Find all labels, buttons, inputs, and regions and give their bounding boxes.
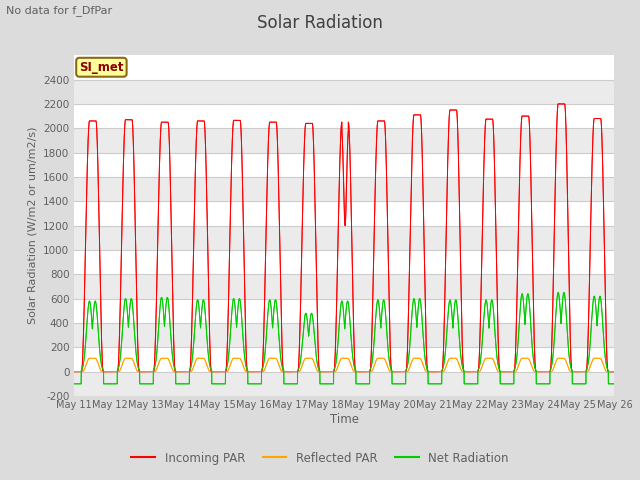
Bar [74,250,614,274]
Text: No data for f_DfPar: No data for f_DfPar [6,5,113,16]
Bar [74,372,614,396]
Text: SI_met: SI_met [79,61,124,74]
Bar [74,104,614,128]
Bar [74,201,614,226]
Bar [74,128,614,153]
Bar [74,153,614,177]
Bar [74,55,614,80]
Bar [74,348,614,372]
Legend: Incoming PAR, Reflected PAR, Net Radiation: Incoming PAR, Reflected PAR, Net Radiati… [127,447,513,469]
Bar [74,177,614,201]
Bar [74,226,614,250]
Y-axis label: Solar Radiation (W/m2 or um/m2/s): Solar Radiation (W/m2 or um/m2/s) [28,127,38,324]
Bar [74,299,614,323]
Text: Solar Radiation: Solar Radiation [257,14,383,33]
X-axis label: Time: Time [330,413,358,426]
Bar [74,80,614,104]
Bar [74,274,614,299]
Bar [74,323,614,348]
